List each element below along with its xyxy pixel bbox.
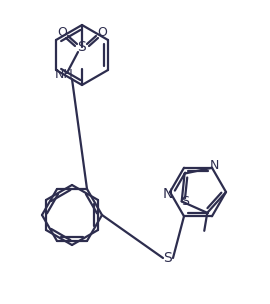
Text: S: S [78, 40, 86, 54]
Text: O: O [57, 26, 67, 39]
Text: NH: NH [55, 68, 73, 81]
Text: S: S [181, 195, 189, 208]
Text: N: N [209, 159, 219, 172]
Text: N: N [163, 187, 173, 201]
Text: O: O [97, 26, 107, 39]
Text: S: S [164, 251, 172, 265]
